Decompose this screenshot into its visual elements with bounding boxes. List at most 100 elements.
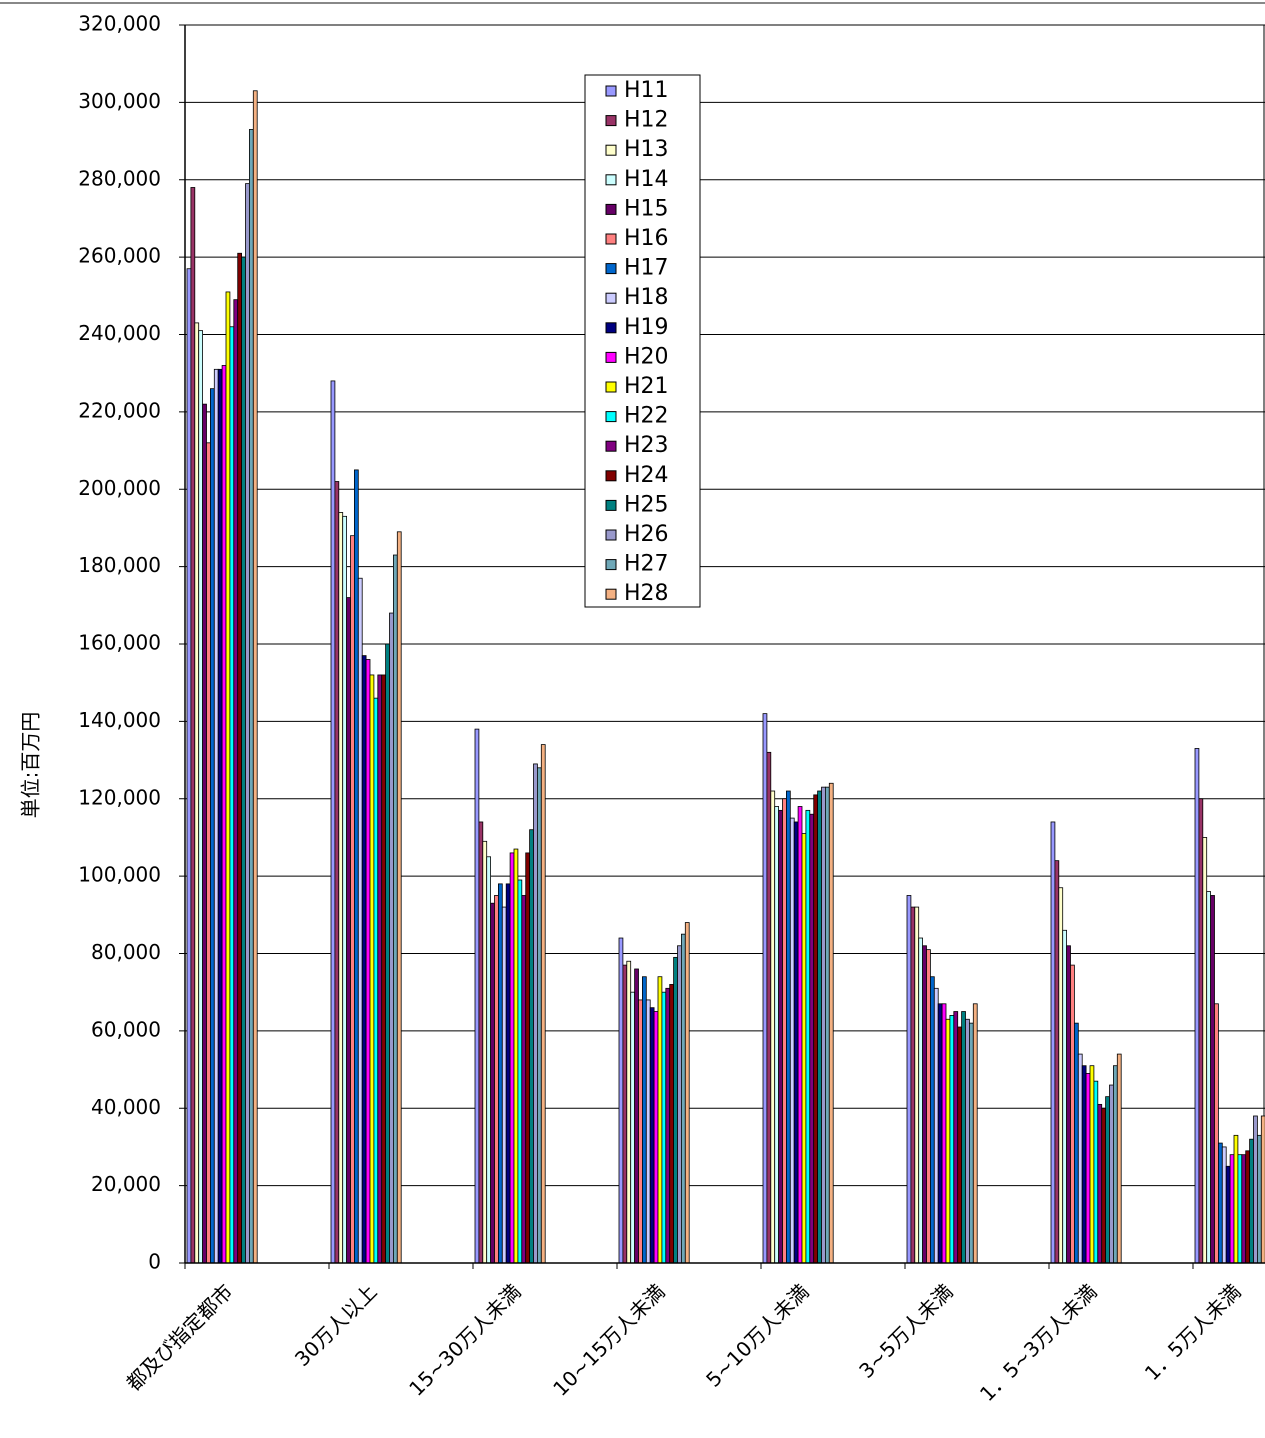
bar xyxy=(1089,1065,1095,1264)
bar xyxy=(350,535,355,1264)
y-tick-label: 300,000 xyxy=(78,89,161,113)
bar xyxy=(237,252,242,1264)
legend-swatch xyxy=(605,588,617,600)
legend-swatch xyxy=(605,381,617,393)
bar xyxy=(206,442,211,1264)
legend-box xyxy=(584,74,701,608)
bar xyxy=(1245,1150,1250,1264)
bar xyxy=(1074,1022,1079,1264)
legend: H11 H12 H13 H14 H15 H16 H17 H18 H19 H20 H21 H22 H23 H… xyxy=(584,74,701,608)
bar xyxy=(778,809,783,1264)
bar xyxy=(1241,1154,1247,1264)
bar xyxy=(630,991,636,1264)
bar xyxy=(1062,929,1067,1264)
legend-label: H28 xyxy=(624,581,669,606)
bar xyxy=(194,322,200,1264)
bar xyxy=(953,1011,959,1264)
bar xyxy=(969,1022,974,1264)
bar xyxy=(198,330,203,1264)
bar xyxy=(494,895,499,1264)
legend-label: H13 xyxy=(624,137,669,162)
bar xyxy=(190,187,196,1264)
bar xyxy=(346,597,351,1264)
bar xyxy=(649,1007,655,1264)
bar xyxy=(766,751,772,1264)
bar xyxy=(961,1011,966,1264)
bar xyxy=(525,852,531,1264)
bar xyxy=(638,999,643,1264)
bar xyxy=(1214,1003,1219,1264)
bar xyxy=(805,809,811,1264)
x-tick-label: 1．5~3万人未満 xyxy=(975,1279,1102,1406)
x-tick-label: 3~5万人未満 xyxy=(854,1279,957,1382)
bar xyxy=(926,949,931,1264)
legend-label: H23 xyxy=(624,433,669,458)
legend-label: H19 xyxy=(624,315,669,340)
bar xyxy=(1260,1115,1265,1264)
legend-swatch xyxy=(605,440,617,452)
legend-swatch xyxy=(605,351,617,363)
bar xyxy=(1109,1084,1114,1264)
bar xyxy=(1218,1142,1223,1264)
bar xyxy=(540,744,546,1264)
bar xyxy=(972,1003,978,1264)
bar xyxy=(789,817,795,1264)
legend-swatch xyxy=(605,233,617,245)
x-tick-label: 1．5万人未満 xyxy=(1140,1279,1246,1385)
bar xyxy=(957,1026,963,1264)
bar xyxy=(209,388,215,1264)
bar xyxy=(801,833,807,1264)
bar xyxy=(330,380,336,1264)
legend-swatch xyxy=(605,144,617,156)
bar xyxy=(930,976,935,1264)
bar xyxy=(774,806,780,1264)
y-axis-label: 単位:百万円 xyxy=(19,712,43,819)
bar xyxy=(342,515,348,1264)
legend-label: H25 xyxy=(624,492,669,517)
bar xyxy=(377,674,383,1264)
bar xyxy=(634,968,639,1264)
y-tick-label: 80,000 xyxy=(91,940,161,964)
bar xyxy=(1202,837,1208,1264)
bar xyxy=(945,1018,951,1264)
bar xyxy=(821,786,826,1264)
bar xyxy=(933,987,939,1264)
bar xyxy=(392,554,398,1264)
bar xyxy=(1085,1073,1091,1264)
y-tick-label: 0 xyxy=(148,1250,161,1274)
legend-swatch xyxy=(605,85,617,97)
legend-label: H17 xyxy=(624,256,669,281)
y-tick-label: 240,000 xyxy=(78,321,161,345)
legend-label: H24 xyxy=(624,463,669,488)
bar xyxy=(533,763,538,1264)
y-tick-label: 140,000 xyxy=(78,708,161,732)
bar xyxy=(1050,821,1056,1264)
bar xyxy=(233,299,239,1264)
bar xyxy=(918,937,924,1264)
bar xyxy=(373,697,379,1264)
bar xyxy=(1070,964,1075,1264)
legend-swatch xyxy=(605,292,617,304)
legend-label: H22 xyxy=(624,404,669,429)
legend-swatch xyxy=(605,115,617,127)
bar xyxy=(813,794,819,1264)
bar xyxy=(521,895,527,1264)
legend-swatch xyxy=(605,322,617,334)
bar xyxy=(1229,1154,1235,1264)
bar xyxy=(537,767,542,1264)
bar xyxy=(248,129,254,1264)
bar xyxy=(389,612,394,1264)
bar xyxy=(786,790,791,1264)
legend-label: H14 xyxy=(624,167,669,192)
bar xyxy=(684,922,690,1264)
x-tick-label: 30万人以上 xyxy=(290,1279,382,1371)
bar xyxy=(782,798,787,1264)
y-tick-label: 200,000 xyxy=(78,476,161,500)
bar xyxy=(361,655,367,1264)
bar xyxy=(1116,1053,1122,1264)
bar xyxy=(482,840,488,1264)
bar xyxy=(1058,887,1064,1264)
bar xyxy=(665,987,671,1264)
bar xyxy=(241,256,246,1264)
bar xyxy=(809,813,815,1264)
